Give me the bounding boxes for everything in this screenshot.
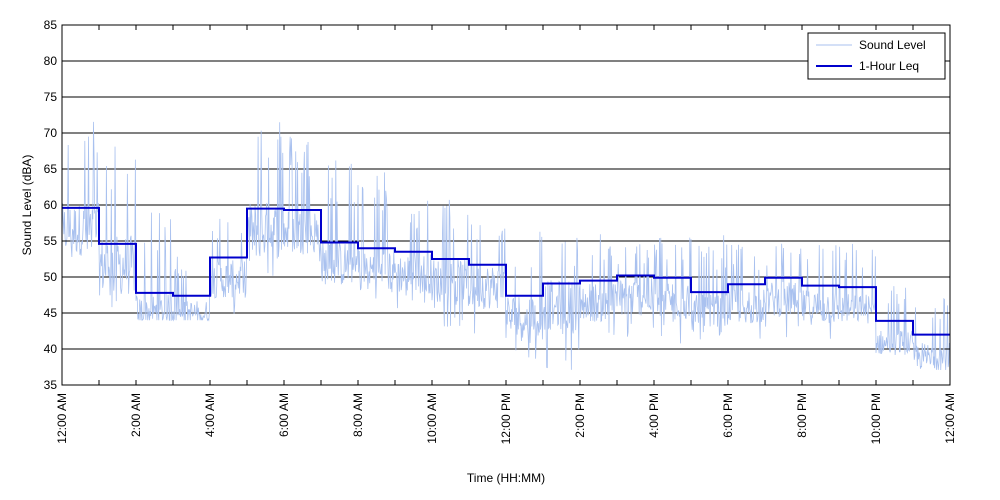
- legend: Sound Level 1-Hour Leq: [807, 32, 946, 80]
- y-tick-label: 45: [44, 306, 58, 320]
- x-tick-label: 4:00 PM: [647, 393, 661, 438]
- x-tick-label: 12:00 PM: [499, 393, 513, 444]
- y-tick-label: 65: [44, 162, 58, 176]
- x-tick-label: 10:00 AM: [425, 393, 439, 444]
- legend-label-one-hour-leq: 1-Hour Leq: [859, 59, 919, 73]
- y-tick-label: 50: [44, 270, 58, 284]
- one-hour-leq-series: [62, 206, 950, 336]
- x-tick-label: 6:00 PM: [721, 393, 735, 438]
- y-tick-label: 40: [44, 342, 58, 356]
- x-axis-ticks: 12:00 AM 2:00 AM 4:00 AM 6:00 AM 8:00 AM 10:0…: [55, 25, 957, 444]
- legend-label-sound-level: Sound Level: [859, 38, 926, 52]
- x-tick-label: 2:00 AM: [129, 393, 143, 437]
- y-tick-label: 35: [44, 378, 58, 392]
- x-tick-label: 4:00 AM: [203, 393, 217, 437]
- x-tick-label: 2:00 PM: [573, 393, 587, 438]
- x-tick-label: 12:00 AM: [55, 393, 69, 444]
- y-tick-label: 55: [44, 234, 58, 248]
- legend-box: [807, 32, 946, 80]
- x-tick-label: 8:00 AM: [351, 393, 365, 437]
- x-tick-label: 10:00 PM: [869, 393, 883, 444]
- leq-step-line: [62, 206, 950, 336]
- y-tick-label: 60: [44, 198, 58, 212]
- y-tick-label: 70: [44, 126, 58, 140]
- y-axis-label: Sound Level (dBA): [20, 155, 34, 256]
- x-axis-label: Time (HH:MM): [467, 471, 545, 485]
- y-tick-label: 80: [44, 54, 58, 68]
- x-tick-label: 6:00 AM: [277, 393, 291, 437]
- x-tick-label: 12:00 AM: [943, 393, 957, 444]
- y-tick-label: 75: [44, 90, 58, 104]
- y-axis-ticks: 35 40 45 50 55 60 65 70 75 80 85: [44, 18, 950, 392]
- y-tick-label: 85: [44, 18, 58, 32]
- x-tick-label: 8:00 PM: [795, 393, 809, 438]
